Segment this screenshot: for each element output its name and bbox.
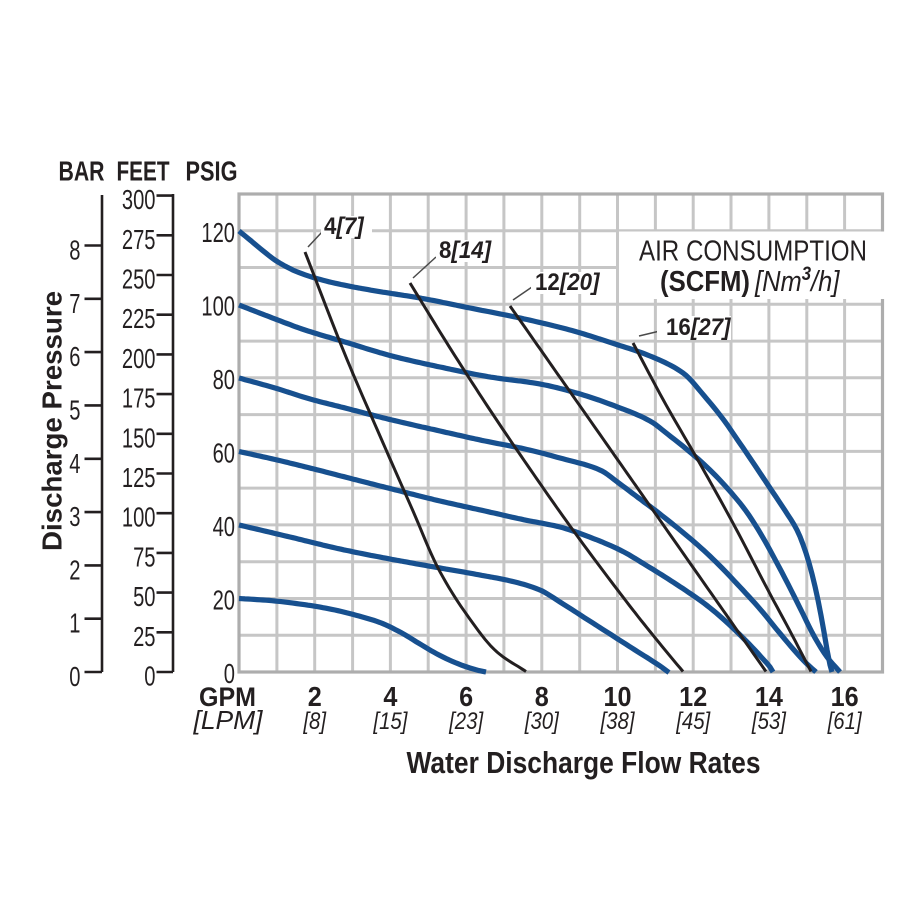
svg-text:100: 100	[122, 503, 156, 534]
svg-text:5: 5	[69, 395, 80, 426]
svg-text:14: 14	[755, 681, 783, 713]
svg-text:8[14]: 8[14]	[439, 236, 492, 263]
svg-text:20: 20	[213, 585, 235, 616]
svg-text:AIR CONSUMPTION: AIR CONSUMPTION	[639, 236, 867, 268]
svg-text:3: 3	[69, 502, 80, 533]
svg-text:150: 150	[122, 423, 156, 454]
svg-text:Water Discharge Flow Rates: Water Discharge Flow Rates	[407, 745, 761, 780]
svg-text:120: 120	[201, 218, 235, 249]
svg-text:12: 12	[679, 681, 707, 713]
svg-text:175: 175	[122, 383, 156, 414]
svg-text:4[7]: 4[7]	[324, 212, 365, 239]
svg-text:16[27]: 16[27]	[666, 313, 732, 340]
svg-text:200: 200	[122, 344, 156, 375]
svg-text:50: 50	[133, 582, 155, 613]
svg-text:8: 8	[69, 235, 80, 266]
svg-text:16: 16	[831, 681, 859, 713]
svg-text:4: 4	[69, 449, 80, 480]
svg-text:275: 275	[122, 225, 156, 256]
svg-text:40: 40	[213, 512, 235, 543]
svg-text:0: 0	[69, 662, 80, 693]
svg-text:[LPM]: [LPM]	[192, 705, 263, 735]
svg-text:100: 100	[201, 291, 235, 322]
svg-text:60: 60	[213, 438, 235, 469]
svg-text:6: 6	[459, 681, 473, 713]
svg-text:[38]: [38]	[600, 707, 636, 734]
svg-text:0: 0	[144, 661, 155, 692]
svg-text:0: 0	[224, 659, 235, 690]
svg-text:300: 300	[122, 185, 156, 216]
svg-text:2: 2	[308, 681, 322, 713]
svg-text:8: 8	[535, 681, 549, 713]
svg-text:[Nm3/h]: [Nm3/h]	[754, 263, 841, 297]
svg-text:PSIG: PSIG	[186, 156, 238, 187]
svg-text:4: 4	[383, 681, 397, 713]
svg-text:[61]: [61]	[827, 707, 863, 734]
svg-text:25: 25	[133, 622, 155, 653]
svg-text:[53]: [53]	[751, 707, 787, 734]
svg-text:Discharge Pressure: Discharge Pressure	[37, 291, 68, 551]
svg-text:FEET: FEET	[117, 156, 170, 187]
svg-text:[45]: [45]	[675, 707, 711, 734]
svg-text:[15]: [15]	[372, 707, 408, 734]
svg-text:GPM: GPM	[199, 682, 256, 712]
svg-text:[8]: [8]	[302, 707, 326, 734]
svg-text:BAR: BAR	[59, 156, 105, 187]
svg-text:250: 250	[122, 264, 156, 295]
svg-text:125: 125	[122, 463, 156, 494]
svg-text:10: 10	[603, 681, 631, 713]
svg-text:75: 75	[133, 542, 155, 573]
svg-text:225: 225	[122, 304, 156, 335]
svg-text:7: 7	[69, 289, 80, 320]
svg-text:2: 2	[69, 555, 80, 586]
svg-text:12[20]: 12[20]	[535, 268, 601, 295]
svg-text:(SCFM): (SCFM)	[660, 266, 750, 298]
svg-text:80: 80	[213, 365, 235, 396]
svg-text:[30]: [30]	[524, 707, 560, 734]
svg-text:6: 6	[69, 342, 80, 373]
svg-text:1: 1	[69, 609, 80, 640]
svg-text:[23]: [23]	[448, 707, 484, 734]
